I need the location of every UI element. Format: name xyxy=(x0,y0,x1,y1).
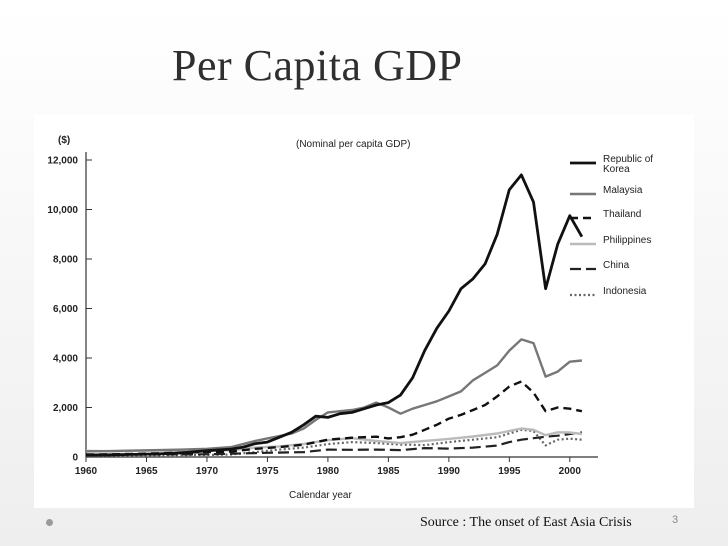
legend-label-republic-of-korea: Republic of xyxy=(603,154,653,165)
x-tick-label: 1990 xyxy=(438,466,461,477)
x-tick-label: 1965 xyxy=(135,466,158,477)
chart-title: (Nominal per capita GDP) xyxy=(296,139,410,150)
y-axis-unit-label: ($) xyxy=(58,135,70,146)
legend-label-republic-of-korea: Korea xyxy=(603,164,630,175)
y-tick-label: 2,000 xyxy=(53,403,78,414)
series-lines xyxy=(85,173,584,457)
slide-number: 3 xyxy=(672,514,679,526)
legend-label-philippines: Philippines xyxy=(603,235,651,246)
legend-label-china: China xyxy=(603,260,630,271)
legend-label-malaysia: Malaysia xyxy=(603,185,643,196)
y-tick-label: 6,000 xyxy=(53,304,78,315)
axes: 0 2,000 4,000 6,000 8,000 10,000 12,000 1960 196… xyxy=(47,152,598,477)
per-capita-gdp-chart: ($) (Nominal per capita GDP) Calendar ye… xyxy=(47,135,653,501)
series-line-malaysia xyxy=(85,338,583,453)
bullet-icon xyxy=(46,519,53,526)
y-tick-label: 0 xyxy=(72,453,78,464)
x-tick-label: 1975 xyxy=(256,466,279,477)
x-tick-label: 2000 xyxy=(559,466,582,477)
y-tick-label: 4,000 xyxy=(53,354,78,365)
x-axis-title: Calendar year xyxy=(289,490,352,501)
x-tick-label: 1970 xyxy=(196,466,219,477)
y-tick-label: 12,000 xyxy=(47,156,78,167)
legend-label-indonesia: Indonesia xyxy=(603,286,647,297)
x-tick-label: 1980 xyxy=(317,466,340,477)
x-tick-label: 1995 xyxy=(498,466,521,477)
legend-label-thailand: Thailand xyxy=(603,209,641,220)
y-tick-label: 10,000 xyxy=(47,205,78,216)
chart-panel: ($) (Nominal per capita GDP) Calendar ye… xyxy=(34,115,694,508)
slide-title: Per Capita GDP xyxy=(172,41,463,90)
x-tick-label: 1960 xyxy=(75,466,98,477)
y-tick-label: 8,000 xyxy=(53,255,78,266)
series-line-china xyxy=(85,431,583,456)
series-line-republic-of-korea xyxy=(85,173,584,457)
x-tick-label: 1985 xyxy=(377,466,400,477)
source-caption: Source : The onset of East Asia Crisis xyxy=(420,515,632,530)
